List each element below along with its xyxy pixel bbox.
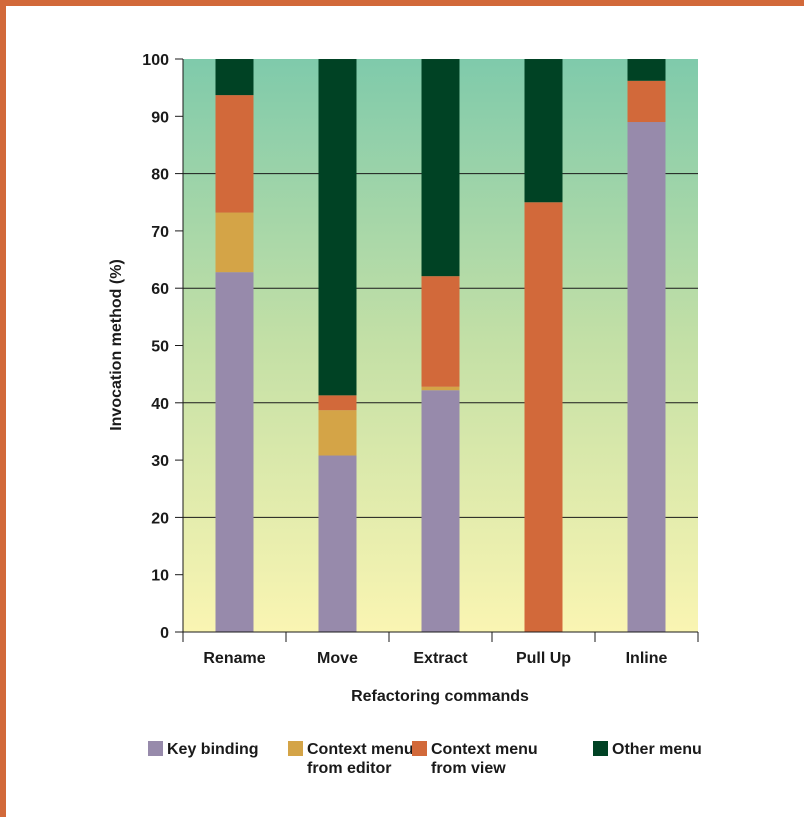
bar-segment	[627, 59, 666, 81]
bar-segment	[421, 59, 460, 277]
y-tick-label: 60	[151, 281, 169, 298]
x-axis-title: Refactoring commands	[351, 688, 529, 705]
legend-swatch	[288, 741, 303, 756]
legend-swatch	[412, 741, 427, 756]
legend-label: Other menu	[612, 741, 702, 758]
legend-swatch	[593, 741, 608, 756]
legend-label: from editor	[307, 760, 391, 777]
bar-segment	[421, 386, 460, 391]
x-tick-label: Move	[317, 650, 358, 667]
x-tick-label: Rename	[203, 650, 265, 667]
legend: Key binding Context menu from editor Contex…	[148, 741, 702, 777]
bar-segment	[318, 455, 357, 632]
legend-label: Context menu	[431, 741, 538, 758]
bar-segment	[421, 390, 460, 632]
x-tick-label: Pull Up	[516, 650, 571, 667]
legend-label: from view	[431, 760, 506, 777]
bar-segment	[524, 202, 563, 632]
bar-segment	[215, 212, 254, 273]
y-tick-label: 100	[142, 52, 169, 69]
y-tick-label: 20	[151, 510, 169, 527]
bar-segment	[524, 59, 563, 203]
legend-label: Context menu	[307, 741, 414, 758]
y-tick-label: 30	[151, 453, 169, 470]
bar-segment	[421, 276, 460, 387]
y-tick-label: 80	[151, 167, 169, 184]
bar-segment	[627, 80, 666, 123]
x-tick-label: Inline	[626, 650, 668, 667]
bar-segment	[215, 59, 254, 96]
y-tick-label: 70	[151, 224, 169, 241]
bar-segment	[318, 59, 357, 396]
y-tick-label: 90	[151, 109, 169, 126]
y-tick-label: 50	[151, 339, 169, 356]
bar-segment	[318, 395, 357, 411]
bar-segment	[215, 95, 254, 213]
y-tick-label: 40	[151, 396, 169, 413]
y-tick-label: 0	[160, 625, 169, 642]
legend-swatch	[148, 741, 163, 756]
bar-segment	[215, 272, 254, 632]
y-axis-title: Invocation method (%)	[108, 259, 125, 431]
legend-label: Key binding	[167, 741, 259, 758]
bar-segment	[627, 122, 666, 632]
y-tick-label: 10	[151, 568, 169, 585]
bar-segment	[318, 410, 357, 456]
x-tick-label: Extract	[413, 650, 468, 667]
